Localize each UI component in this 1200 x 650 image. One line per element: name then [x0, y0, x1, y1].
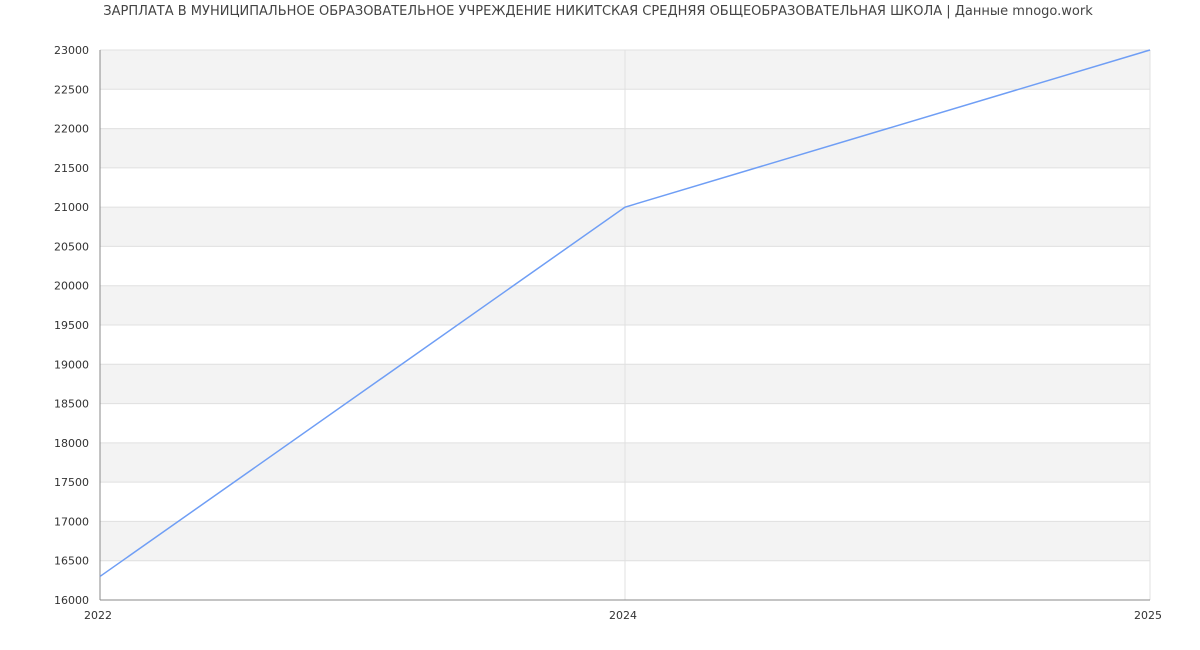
chart-title: ЗАРПЛАТА В МУНИЦИПАЛЬНОЕ ОБРАЗОВАТЕЛЬНОЕ… — [103, 4, 1093, 19]
y-tick-label: 18000 — [54, 437, 89, 450]
y-tick-label: 17000 — [54, 515, 89, 528]
series-line — [99, 49, 1151, 578]
y-tick-label: 21500 — [54, 162, 89, 175]
y-tick-label: 19500 — [54, 319, 89, 332]
y-tick-label: 21000 — [54, 201, 89, 214]
x-tick-label: 2022 — [84, 609, 112, 622]
y-tick-label: 19000 — [54, 358, 89, 371]
y-tick-label: 23000 — [54, 44, 89, 57]
y-tick-label: 22000 — [54, 123, 89, 136]
x-tick-label: 2024 — [609, 609, 637, 622]
y-tick-label: 20000 — [54, 280, 89, 293]
y-tick-label: 22500 — [54, 83, 89, 96]
x-tick-label: 2025 — [1134, 609, 1162, 622]
y-tick-label: 17500 — [54, 476, 89, 489]
y-tick-label: 18500 — [54, 398, 89, 411]
y-tick-label: 16000 — [54, 594, 89, 607]
y-tick-label: 20500 — [54, 240, 89, 253]
y-tick-label: 16500 — [54, 555, 89, 568]
